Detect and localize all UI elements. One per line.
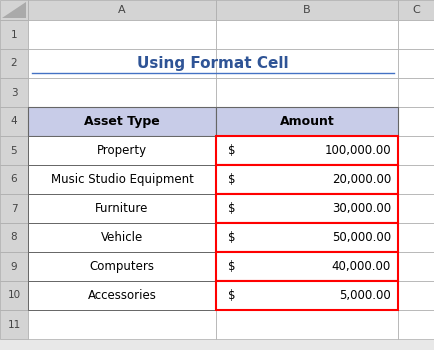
Bar	[397, 78, 434, 107]
Bar	[0, 223, 28, 252]
Text: 100,000.00: 100,000.00	[324, 144, 390, 157]
Bar	[28, 310, 216, 339]
Text: 10: 10	[7, 290, 20, 301]
Bar	[0, 107, 28, 136]
Bar	[216, 165, 397, 194]
Text: 2: 2	[11, 58, 17, 69]
Bar	[216, 281, 397, 310]
Text: 4: 4	[11, 117, 17, 126]
Bar	[397, 252, 434, 281]
Bar	[28, 165, 216, 194]
Bar	[216, 49, 397, 78]
Bar	[216, 20, 397, 49]
Bar	[397, 281, 434, 310]
Text: 20,000.00: 20,000.00	[331, 173, 390, 186]
Bar	[28, 223, 216, 252]
Text: 40,000.00: 40,000.00	[331, 260, 390, 273]
Text: $: $	[227, 202, 235, 215]
Bar	[216, 107, 397, 136]
Bar	[28, 20, 216, 49]
Text: Using Format Cell: Using Format Cell	[137, 56, 288, 71]
Text: $: $	[227, 173, 235, 186]
Bar	[397, 310, 434, 339]
Bar	[28, 281, 216, 310]
Bar	[216, 223, 397, 252]
Text: Vehicle: Vehicle	[101, 231, 143, 244]
Bar	[28, 136, 216, 165]
Bar	[0, 78, 28, 107]
Text: Amount: Amount	[279, 115, 334, 128]
Bar	[0, 0, 28, 20]
Text: Computers: Computers	[89, 260, 154, 273]
Bar	[0, 49, 28, 78]
Bar	[216, 78, 397, 107]
Text: Asset Type: Asset Type	[84, 115, 160, 128]
Bar	[216, 252, 397, 281]
Bar	[28, 223, 216, 252]
Text: 6: 6	[11, 175, 17, 184]
Text: 9: 9	[11, 261, 17, 272]
Text: $: $	[227, 144, 235, 157]
Bar	[216, 107, 397, 136]
Bar	[28, 252, 216, 281]
Text: 30,000.00: 30,000.00	[331, 202, 390, 215]
Bar	[216, 281, 397, 310]
Bar	[216, 136, 397, 165]
Bar	[28, 136, 216, 165]
Text: C: C	[412, 5, 419, 15]
Text: $: $	[227, 231, 235, 244]
Bar	[28, 0, 216, 20]
Bar	[0, 252, 28, 281]
Text: 5,000.00: 5,000.00	[339, 289, 390, 302]
Bar	[28, 194, 216, 223]
Bar	[216, 0, 397, 20]
Bar	[0, 194, 28, 223]
Bar	[397, 107, 434, 136]
Text: 11: 11	[7, 320, 20, 329]
Text: Furniture: Furniture	[95, 202, 148, 215]
Bar	[0, 136, 28, 165]
Text: 1: 1	[11, 29, 17, 40]
Bar	[216, 165, 397, 194]
Bar	[28, 281, 216, 310]
Bar	[0, 20, 28, 49]
Bar	[216, 194, 397, 223]
Text: 7: 7	[11, 203, 17, 214]
Bar	[397, 223, 434, 252]
Bar	[397, 165, 434, 194]
Bar	[216, 223, 397, 252]
Bar	[397, 194, 434, 223]
Bar	[397, 136, 434, 165]
Bar	[0, 281, 28, 310]
Text: $: $	[227, 260, 235, 273]
Text: $: $	[227, 289, 235, 302]
Bar	[0, 165, 28, 194]
Bar	[216, 310, 397, 339]
Bar	[28, 165, 216, 194]
Bar	[28, 49, 216, 78]
Bar	[397, 0, 434, 20]
Text: 3: 3	[11, 88, 17, 98]
Bar	[28, 252, 216, 281]
Bar	[28, 194, 216, 223]
Bar	[216, 194, 397, 223]
Bar	[216, 252, 397, 281]
Bar	[28, 107, 216, 136]
Bar	[28, 107, 216, 136]
Bar	[28, 78, 216, 107]
Polygon shape	[2, 2, 26, 18]
Bar	[0, 310, 28, 339]
Bar	[397, 20, 434, 49]
Text: 50,000.00: 50,000.00	[331, 231, 390, 244]
Text: Property: Property	[97, 144, 147, 157]
Text: A: A	[118, 5, 125, 15]
Text: Accessories: Accessories	[87, 289, 156, 302]
Bar	[397, 49, 434, 78]
Text: 5: 5	[11, 146, 17, 155]
Text: 8: 8	[11, 232, 17, 243]
Text: Music Studio Equipment: Music Studio Equipment	[50, 173, 193, 186]
Text: B: B	[302, 5, 310, 15]
Bar	[216, 136, 397, 165]
